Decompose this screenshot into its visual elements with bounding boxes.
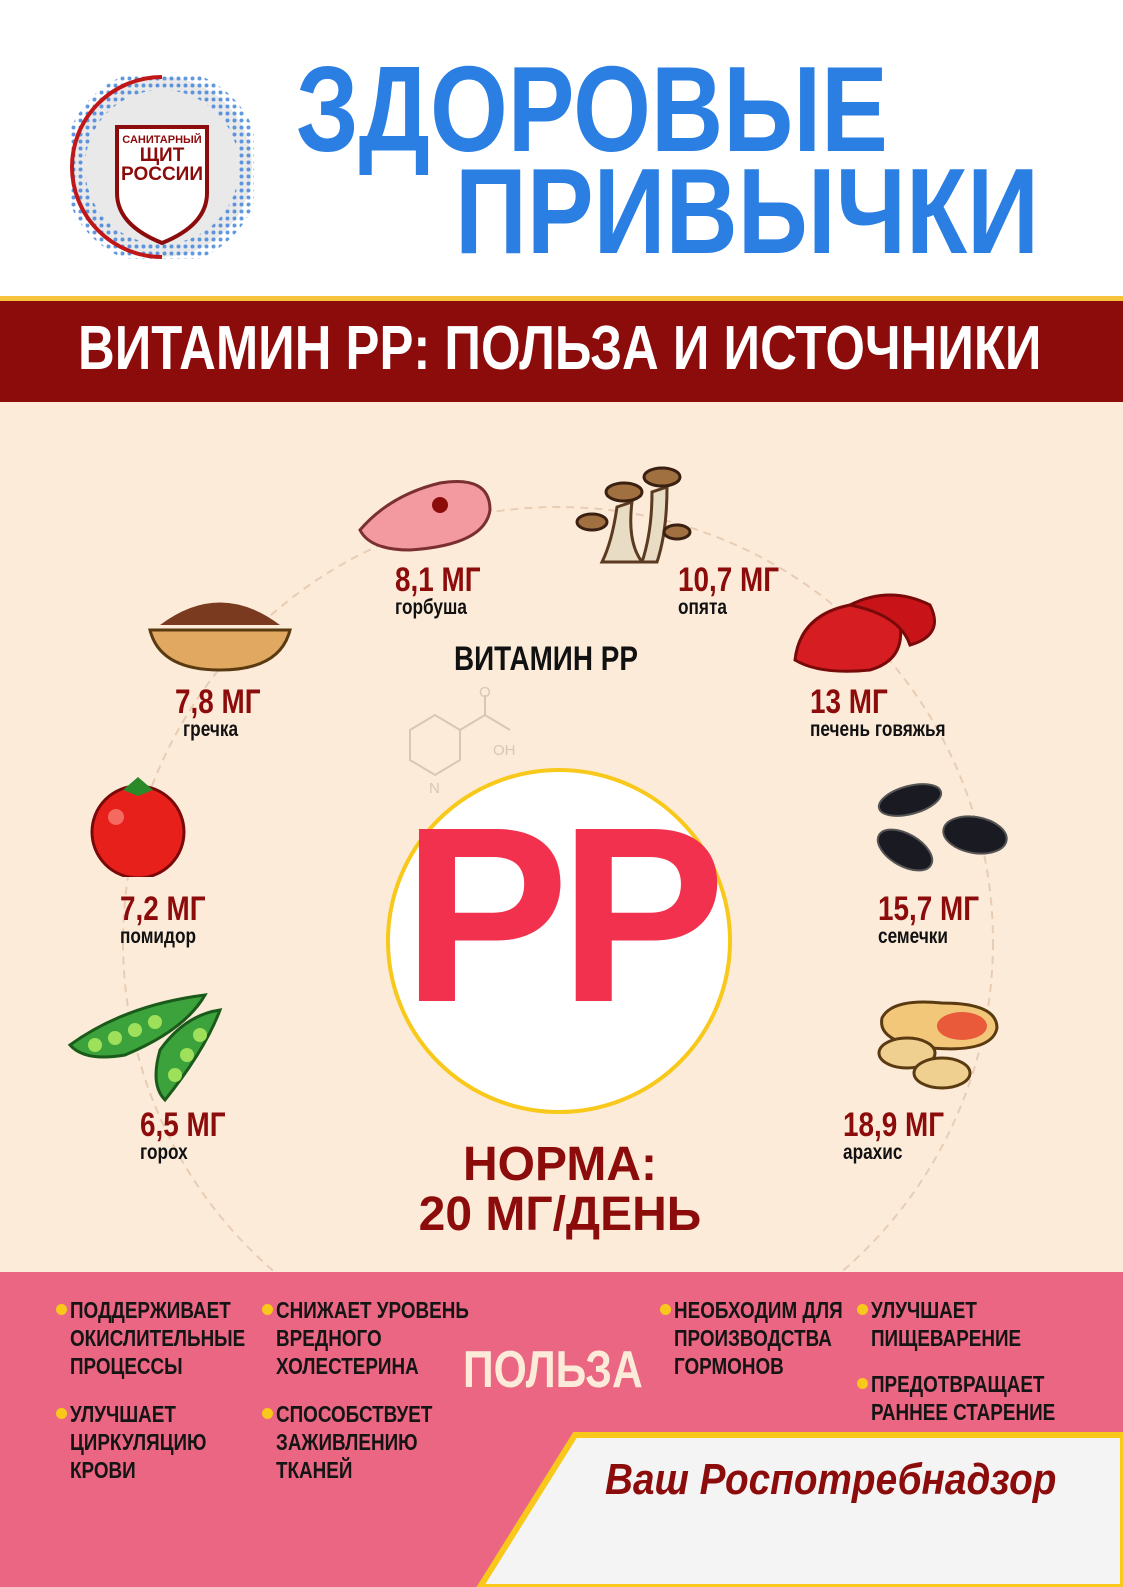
source-value: 13 МГ: [810, 683, 888, 721]
pp-letters: PP: [402, 775, 726, 1054]
source-value: 15,7 МГ: [878, 890, 980, 928]
mushroom-icon: [575, 466, 692, 564]
pp-circle: [386, 768, 732, 1114]
source-name: арахис: [843, 1141, 903, 1164]
source-value: 8,1 МГ: [395, 561, 481, 599]
signature: Ваш Роспотребнадзор: [605, 1455, 1057, 1504]
fish-steak-icon: [358, 480, 492, 552]
benefit-item: ПРЕДОТВРАЩАЕТ РАННЕЕ СТАРЕНИЕ: [857, 1370, 1111, 1426]
source-item: 8,1 МГ горбуша: [395, 563, 499, 619]
norm-value: 20 МГ/ДЕНЬ: [418, 1188, 702, 1242]
formula-n: N: [429, 780, 440, 797]
bullet-icon: [262, 1304, 273, 1315]
source-value: 7,2 МГ: [120, 890, 206, 928]
logo: САНИТАРНЫЙ ЩИТ РОССИИ: [63, 68, 261, 266]
benefit-text: НЕОБХОДИМ ДЛЯ ПРОИЗВОДСТВА ГОРМОНОВ: [674, 1297, 843, 1379]
bullet-icon: [660, 1304, 671, 1315]
bullet-icon: [857, 1378, 868, 1389]
logo-text: САНИТАРНЫЙ: [122, 134, 202, 146]
formula-oh: OH: [493, 742, 516, 759]
footer-panel: [476, 1432, 1123, 1587]
source-item: 15,7 МГ семечки: [878, 892, 1001, 948]
source-value: 18,9 МГ: [843, 1106, 945, 1144]
formula-o: O: [479, 685, 491, 701]
title-line2: ПРИВЫЧКИ: [455, 143, 1039, 279]
source-name: семечки: [878, 925, 949, 948]
buckwheat-bowl-icon: [148, 602, 292, 672]
benefit-item: СНИЖАЕТ УРОВЕНЬ ВРЕДНОГО ХОЛЕСТЕРИНА: [262, 1296, 551, 1380]
source-item: 7,8 МГ гречка: [175, 685, 279, 741]
dashed-ring: [122, 506, 994, 1272]
source-value: 10,7 МГ: [678, 561, 780, 599]
source-name: горбуша: [395, 596, 467, 619]
benefit-text: ПОДДЕРЖИВАЕТ ОКИСЛИТЕЛЬНЫЕ ПРОЦЕССЫ: [70, 1297, 246, 1379]
bullet-icon: [262, 1408, 273, 1419]
benefits-title: ПОЛЬЗА: [463, 1341, 643, 1399]
source-value: 6,5 МГ: [140, 1106, 226, 1144]
benefit-item: НЕОБХОДИМ ДЛЯ ПРОИЗВОДСТВА ГОРМОНОВ: [660, 1296, 899, 1380]
source-item: 18,9 МГ арахис: [843, 1108, 966, 1164]
benefit-text: УЛУЧШАЕТ ПИЩЕВАРЕНИЕ: [871, 1297, 1022, 1351]
source-item: 7,2 МГ помидор: [120, 892, 224, 948]
benefit-text: СНИЖАЕТ УРОВЕНЬ ВРЕДНОГО ХОЛЕСТЕРИНА: [276, 1297, 469, 1379]
bullet-icon: [857, 1304, 868, 1315]
peas-icon: [67, 993, 223, 1103]
vitamin-label: ВИТАМИН PP: [454, 640, 638, 678]
peanut-icon: [877, 1000, 999, 1090]
tomato-icon: [90, 777, 186, 877]
benefit-text: ПРЕДОТВРАЩАЕТ РАННЕЕ СТАРЕНИЕ: [871, 1371, 1056, 1425]
source-name: опята: [678, 596, 727, 619]
source-item: 6,5 МГ горох: [140, 1108, 244, 1164]
benefit-text: УЛУЧШАЕТ ЦИРКУЛЯЦИЮ КРОВИ: [70, 1401, 207, 1483]
logo-text: РОССИИ: [121, 164, 203, 185]
title-line1: ЗДОРОВЫЕ: [296, 41, 888, 177]
benefit-item: УЛУЧШАЕТ ЦИРКУЛЯЦИЮ КРОВИ: [56, 1400, 290, 1484]
benefit-item: СПОСОБСТВУЕТ ЗАЖИВЛЕНИЮ ТКАНЕЙ: [262, 1400, 516, 1484]
bullet-icon: [56, 1304, 67, 1315]
benefit-item: УЛУЧШАЕТ ПИЩЕВАРЕНИЕ: [857, 1296, 1111, 1352]
source-name: горох: [140, 1141, 188, 1164]
nicotinic-acid-formula-icon: O OH N: [409, 685, 516, 797]
source-item: 13 МГ печень говяжья: [810, 685, 975, 741]
banner-text: ВИТАМИН PP: ПОЛЬЗА И ИСТОЧНИКИ: [78, 314, 1042, 383]
source-item: 10,7 МГ опята: [678, 563, 801, 619]
source-value: 7,8 МГ: [175, 683, 261, 721]
source-name: гречка: [183, 718, 239, 741]
benefit-text: СПОСОБСТВУЕТ ЗАЖИВЛЕНИЮ ТКАНЕЙ: [276, 1401, 433, 1483]
source-name: помидор: [120, 925, 196, 948]
norm-label: НОРМА:: [462, 1138, 657, 1191]
benefit-item: ПОДДЕРЖИВАЕТ ОКИСЛИТЕЛЬНЫЕ ПРОЦЕССЫ: [56, 1296, 310, 1380]
logo-text: ЩИТ: [139, 145, 185, 166]
liver-icon: [793, 593, 936, 673]
bullet-icon: [56, 1408, 67, 1419]
source-name: печень говяжья: [810, 718, 946, 741]
banner: [0, 296, 1123, 402]
sunflower-seeds-icon: [876, 783, 1008, 872]
